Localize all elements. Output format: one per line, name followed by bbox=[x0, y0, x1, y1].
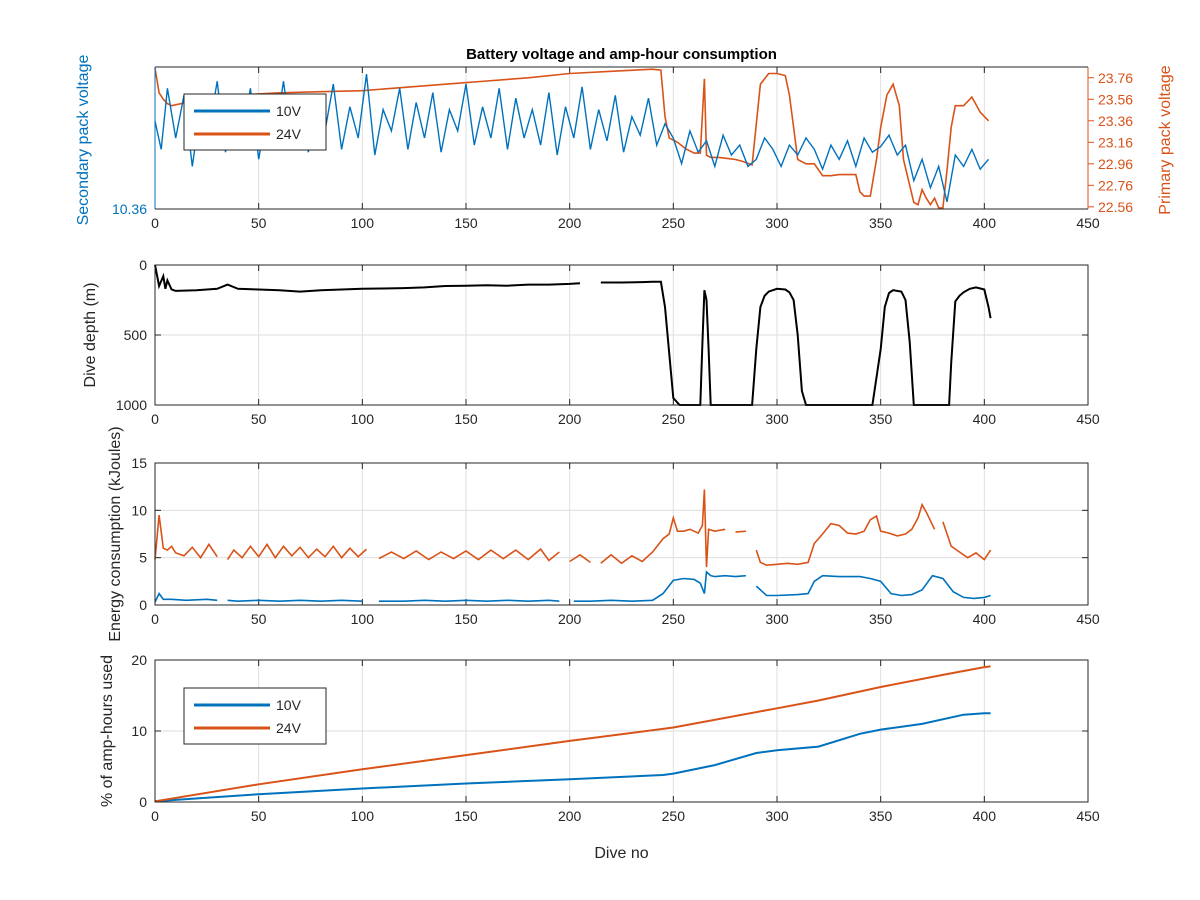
left-y-axis-label: Secondary pack voltage bbox=[75, 55, 92, 226]
x-tick-label: 350 bbox=[869, 215, 893, 231]
x-tick-label: 300 bbox=[765, 411, 789, 427]
right-y-tick-label: 23.56 bbox=[1098, 91, 1133, 107]
x-tick-label: 200 bbox=[558, 808, 582, 824]
right-y-tick-label: 22.96 bbox=[1098, 156, 1133, 172]
x-tick-label: 100 bbox=[351, 411, 375, 427]
x-tick-label: 250 bbox=[662, 411, 686, 427]
energy-panel: 0 50 100 150 200 250 300 350 400 450 0 5 10 15 Energy … bbox=[107, 426, 1100, 641]
x-tick-label: 100 bbox=[351, 611, 375, 627]
x-tick-label: 450 bbox=[1076, 411, 1100, 427]
right-y-tick-label: 23.16 bbox=[1098, 134, 1133, 150]
voltage-legend-entry: 10V bbox=[276, 103, 302, 119]
voltage-legend-entry: 24V bbox=[276, 126, 302, 142]
x-tick-label: 200 bbox=[558, 611, 582, 627]
x-tick-label: 150 bbox=[454, 808, 478, 824]
x-tick-label: 100 bbox=[351, 808, 375, 824]
x-tick-label: 50 bbox=[251, 411, 267, 427]
x-tick-label: 300 bbox=[765, 611, 789, 627]
x-tick-label: 150 bbox=[454, 411, 478, 427]
right-y-axis-label: Primary pack voltage bbox=[1157, 65, 1174, 214]
x-tick-label: 50 bbox=[251, 611, 267, 627]
right-y-tick-label: 22.56 bbox=[1098, 199, 1133, 215]
right-y-tick-label: 22.76 bbox=[1098, 177, 1133, 193]
right-y-tick-label: 23.36 bbox=[1098, 113, 1133, 129]
x-tick-label: 400 bbox=[973, 611, 997, 627]
y-axis-label: Energy consumption (kJoules) bbox=[107, 426, 124, 641]
y-tick-label: 1000 bbox=[116, 397, 147, 413]
y-axis-label: Dive depth (m) bbox=[82, 283, 99, 388]
x-tick-label: 150 bbox=[454, 215, 478, 231]
y-tick-label: 500 bbox=[124, 327, 148, 343]
x-tick-label: 0 bbox=[151, 411, 159, 427]
y-tick-label: 20 bbox=[131, 652, 147, 668]
amp-hours-legend-box bbox=[183, 687, 327, 745]
amp-hours-legend-entry: 24V bbox=[276, 720, 302, 736]
axes-box bbox=[154, 659, 1089, 803]
x-tick-label: 450 bbox=[1076, 215, 1100, 231]
amp-hours-panel: 0 50 100 150 200 250 300 350 400 450 0 10 20 % of amp… bbox=[99, 652, 1100, 862]
x-tick-label: 300 bbox=[765, 808, 789, 824]
plot-area bbox=[155, 463, 1088, 605]
x-tick-label: 200 bbox=[558, 411, 582, 427]
x-tick-label: 250 bbox=[662, 611, 686, 627]
y-tick-label: 10 bbox=[131, 723, 147, 739]
left-y-tick-label: 10.36 bbox=[112, 201, 147, 217]
series-line-24v bbox=[154, 67, 990, 209]
x-tick-label: 350 bbox=[869, 808, 893, 824]
series-line-10v bbox=[154, 570, 991, 603]
x-tick-label: 0 bbox=[151, 808, 159, 824]
x-tick-label: 0 bbox=[151, 611, 159, 627]
x-tick-label: 350 bbox=[869, 611, 893, 627]
right-y-tick-label: 23.76 bbox=[1098, 70, 1133, 86]
x-tick-label: 350 bbox=[869, 411, 893, 427]
x-tick-label: 100 bbox=[351, 215, 375, 231]
x-tick-label: 200 bbox=[558, 215, 582, 231]
x-tick-label: 300 bbox=[765, 215, 789, 231]
y-axis-label: % of amp-hours used bbox=[99, 655, 116, 807]
x-tick-label: 450 bbox=[1076, 808, 1100, 824]
x-tick-label: 250 bbox=[662, 808, 686, 824]
amp-hours-legend-entry: 10V bbox=[276, 697, 302, 713]
axes-box bbox=[154, 462, 1089, 606]
y-tick-label: 5 bbox=[139, 550, 147, 566]
x-tick-label: 400 bbox=[973, 411, 997, 427]
chart-title: Battery voltage and amp-hour consumption bbox=[466, 46, 777, 63]
y-tick-label: 0 bbox=[139, 257, 147, 273]
y-tick-label: 0 bbox=[139, 794, 147, 810]
x-tick-label: 400 bbox=[973, 808, 997, 824]
voltage-legend-box bbox=[183, 93, 327, 151]
y-tick-label: 0 bbox=[139, 597, 147, 613]
x-tick-label: 400 bbox=[973, 215, 997, 231]
x-tick-label: 150 bbox=[454, 611, 478, 627]
axes-box bbox=[154, 264, 1089, 406]
x-tick-label: 250 bbox=[662, 215, 686, 231]
x-tick-label: 50 bbox=[251, 215, 267, 231]
x-tick-label: 0 bbox=[151, 215, 159, 231]
x-tick-label: 50 bbox=[251, 808, 267, 824]
series-line-24v bbox=[154, 665, 991, 803]
series-line-10v bbox=[154, 712, 991, 803]
x-tick-label: 450 bbox=[1076, 611, 1100, 627]
series-line-24v bbox=[154, 489, 992, 568]
y-tick-label: 15 bbox=[131, 455, 147, 471]
y-tick-label: 10 bbox=[131, 502, 147, 518]
depth-panel: 0 50 100 150 200 250 300 350 400 450 0 500 1000 Dive … bbox=[82, 257, 1100, 427]
x-axis-label: Dive no bbox=[594, 845, 648, 862]
